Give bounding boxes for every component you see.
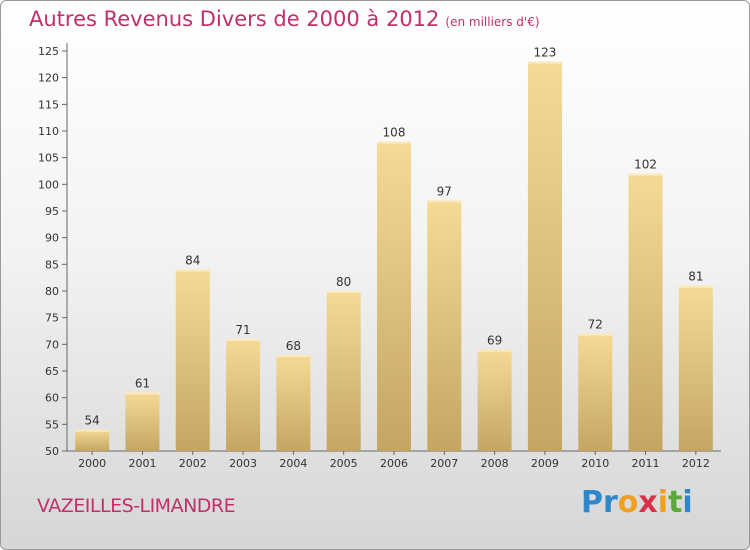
data-label: 97 [437,184,452,198]
bar[interactable] [578,333,613,451]
chart-subtitle: (en milliers d'€) [445,15,540,29]
y-tick-label: 70 [45,338,59,351]
x-tick-label: 2008 [481,457,509,470]
bar[interactable] [527,61,562,452]
chart-title-text: Autres Revenus Divers de 2000 à 2012 [29,7,440,31]
bar-top-highlight [427,200,462,203]
logo-letter: P [581,485,603,520]
data-label: 71 [235,323,250,337]
bar-top-highlight [678,285,713,288]
chart-title: Autres Revenus Divers de 2000 à 2012 (en … [29,7,540,31]
x-tick-label: 2009 [531,457,559,470]
data-label: 54 [85,414,100,428]
data-label: 69 [487,334,502,348]
x-tick-label: 2007 [430,457,458,470]
bar[interactable] [175,269,210,451]
x-tick-label: 2000 [78,457,106,470]
x-tick-label: 2012 [682,457,710,470]
y-tick-label: 60 [45,392,59,405]
y-tick-label: 75 [45,312,59,325]
data-label: 61 [135,376,150,390]
logo-letter: i [657,485,669,520]
bar-top-highlight [326,291,361,293]
commune-name: VAZEILLES-LIMANDRE [37,495,236,517]
y-tick-label: 55 [45,418,59,431]
bar-top-highlight [628,173,663,176]
logo-letter: x [638,485,658,520]
bar-top-highlight [527,61,562,64]
x-tick-label: 2002 [179,457,207,470]
logo-letter: o [617,485,639,520]
bar-top-highlight [226,339,261,341]
data-label: 108 [383,126,406,140]
y-tick-label: 65 [45,365,59,378]
data-label: 102 [634,158,657,172]
x-tick-label: 2001 [128,457,156,470]
data-label: 80 [336,275,351,289]
x-tick-label: 2004 [279,457,307,470]
y-tick-label: 85 [45,258,59,271]
bar[interactable] [477,349,512,451]
x-tick-label: 2011 [632,457,660,470]
proxiti-logo[interactable]: Proxiti [581,485,693,520]
y-tick-label: 125 [38,45,59,58]
data-label: 123 [533,46,556,60]
bar[interactable] [226,339,261,451]
bar[interactable] [326,291,361,451]
y-tick-label: 90 [45,232,59,245]
bar[interactable] [75,429,110,451]
bar[interactable] [377,141,411,451]
data-label: 72 [588,318,603,332]
y-tick-label: 120 [38,72,59,85]
bar[interactable] [628,173,663,451]
y-tick-label: 80 [45,285,59,298]
bar-top-highlight [377,141,411,144]
bar[interactable] [276,355,311,451]
x-tick-label: 2010 [581,457,609,470]
logo-letter: t [668,485,683,520]
y-tick-label: 50 [45,445,59,458]
data-label: 84 [185,254,200,268]
data-label: 68 [286,339,301,353]
bar[interactable] [427,200,462,451]
y-tick-label: 110 [38,125,59,138]
data-label: 81 [688,270,703,284]
x-tick-label: 2006 [380,457,408,470]
bar-top-highlight [578,333,613,336]
bar[interactable] [678,285,713,451]
bar-top-highlight [477,349,512,352]
bar-top-highlight [175,269,210,272]
x-tick-label: 2003 [229,457,257,470]
logo-letter: i [682,485,693,520]
logo-letter: r [603,485,618,520]
y-tick-label: 95 [45,205,59,218]
bar[interactable] [125,392,160,451]
bar-top-highlight [125,392,160,395]
y-tick-label: 105 [38,152,59,165]
y-tick-label: 100 [38,178,59,191]
x-tick-label: 2005 [330,457,358,470]
y-tick-label: 115 [38,98,59,111]
bar-top-highlight [75,429,110,432]
bar-top-highlight [276,355,311,357]
